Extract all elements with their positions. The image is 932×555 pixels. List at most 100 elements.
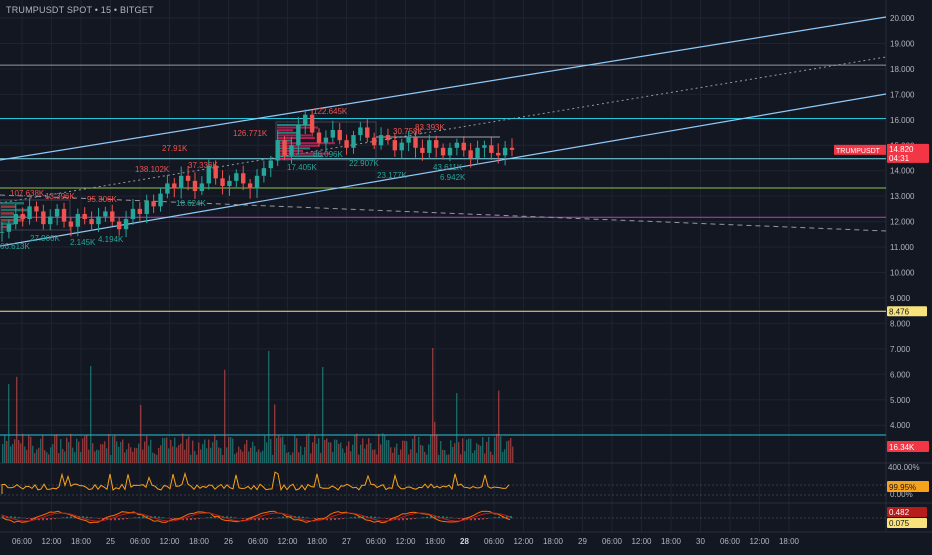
candle-body [27, 206, 31, 219]
volume-bar [338, 444, 339, 463]
volume-bar [32, 446, 33, 463]
volume-bar [160, 445, 161, 463]
candle-body [289, 145, 293, 155]
volume-bar [386, 440, 387, 463]
candle-body [324, 138, 328, 143]
candle-body [55, 209, 59, 217]
volume-bar [204, 439, 205, 463]
macd-histogram-bar [14, 517, 16, 519]
volume-bar [372, 450, 373, 463]
volume-bar [462, 438, 463, 463]
symbol-label: TRUMPUSDT SPOT [6, 5, 92, 15]
candle-body [510, 148, 514, 150]
candle-body [20, 214, 24, 219]
macd-histogram-bar [446, 517, 448, 519]
candle-body [234, 173, 238, 181]
macd-histogram-bar [258, 518, 260, 520]
volume-bar [164, 438, 165, 463]
volume-annotation: 107.638K [10, 189, 45, 198]
volume-bar [102, 444, 103, 463]
volume-bar [162, 438, 163, 463]
volume-bar [24, 446, 25, 463]
candle-body [496, 153, 500, 156]
macd-histogram-bar [282, 517, 284, 519]
volume-bar [106, 448, 107, 463]
candle-body [400, 143, 404, 151]
candle-body [338, 130, 342, 140]
macd-histogram-bar [210, 517, 212, 519]
profile-bar [277, 129, 293, 131]
volume-bar [388, 440, 389, 463]
volume-bar [42, 435, 43, 463]
volume-bar [218, 447, 219, 463]
oscillator-panel [0, 472, 886, 495]
volume-bar [138, 444, 139, 463]
profile-bar [277, 137, 315, 139]
volume-bar [134, 448, 135, 463]
volume-annotation: 95.306K [87, 195, 117, 204]
volume-bar [88, 450, 89, 463]
time-tick-label: 06:00 [130, 537, 151, 546]
volume-bar [478, 445, 479, 463]
volume-bar [324, 440, 325, 463]
volume-bar [328, 442, 329, 463]
volume-bar [330, 442, 331, 463]
volume-bar [44, 450, 45, 463]
macd-histogram-bar [474, 518, 476, 520]
volume-bar [246, 440, 247, 463]
candle-body [62, 209, 66, 222]
volume-bar [336, 440, 337, 463]
candle-body [124, 219, 128, 229]
volume-bar [130, 447, 131, 463]
volume-bar [282, 436, 283, 463]
candle-body [151, 201, 155, 206]
volume-bar [392, 453, 393, 463]
price-tick-label: 9.000 [890, 294, 911, 303]
last-price-value: 14.820 [889, 145, 914, 154]
candle-body [96, 217, 100, 225]
time-tick-label: 12:00 [513, 537, 534, 546]
candle-body [482, 145, 486, 148]
price-tick-label: 4.000 [890, 421, 911, 430]
volume-bar [382, 433, 383, 463]
volume-bar [426, 455, 427, 463]
time-tick-label: 12:00 [395, 537, 416, 546]
volume-bar [222, 455, 223, 463]
volume-bar [374, 449, 375, 463]
time-tick-label: 12:00 [41, 537, 62, 546]
volume-bar [18, 440, 19, 463]
time-tick-label: 25 [106, 537, 115, 546]
macd-histogram-bar [262, 518, 264, 520]
candle-body [393, 140, 397, 150]
profile-bar [1, 205, 16, 208]
price-tick-label: 12.000 [890, 218, 915, 227]
volume-bar [510, 438, 511, 463]
volume-bar [40, 439, 41, 463]
volume-annotation: 18.624K [176, 199, 206, 208]
volume-bar [226, 447, 227, 463]
macd-histogram-bar [486, 518, 488, 519]
volume-bar [190, 455, 191, 463]
volume-bar [308, 434, 309, 463]
candle-body [200, 183, 204, 191]
volume-bar [54, 435, 55, 463]
macd-histogram-bar [62, 517, 64, 518]
volume-bar [122, 439, 123, 463]
volume-bar [334, 439, 335, 463]
volume-bar [480, 446, 481, 463]
candle-body [220, 178, 224, 186]
volume-bar [506, 441, 507, 463]
volume-bar [346, 446, 347, 463]
volume-bar [418, 437, 419, 463]
volume-annotation: 4.194K [98, 235, 124, 244]
time-tick-label: 18:00 [543, 537, 564, 546]
volume-bar [368, 438, 369, 463]
volume-bar [146, 436, 147, 463]
volume-bar [272, 455, 273, 463]
volume-bar [266, 442, 267, 463]
volume-bar [424, 452, 425, 463]
macd-histogram-bar [414, 518, 416, 519]
time-tick-label: 06:00 [484, 537, 505, 546]
volume-bar [60, 439, 61, 463]
